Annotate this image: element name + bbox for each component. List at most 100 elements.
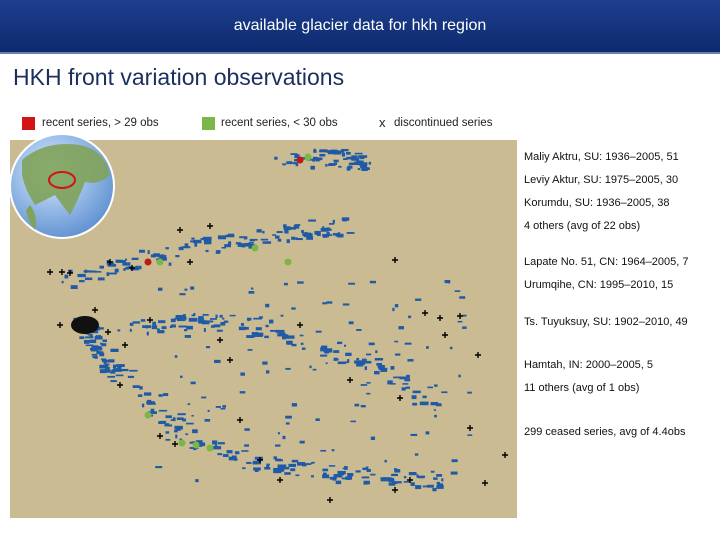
glacier (286, 239, 290, 244)
glacier (158, 409, 168, 412)
glacier (337, 232, 341, 235)
glacier (129, 322, 134, 326)
glacier (405, 386, 410, 389)
glacier (283, 226, 291, 231)
glacier (175, 429, 181, 431)
glacier (323, 472, 327, 475)
glacier (114, 268, 119, 273)
glacier (248, 291, 255, 294)
glacier (332, 233, 340, 236)
glacier (331, 449, 335, 452)
glacier (195, 479, 199, 483)
glacier (139, 386, 143, 390)
glacier (354, 152, 363, 155)
glacier (436, 474, 443, 477)
glacier (279, 467, 285, 472)
glacier (262, 361, 268, 365)
glacier (360, 164, 367, 169)
glacier (215, 406, 221, 408)
cross (277, 477, 283, 483)
glacier (290, 468, 296, 472)
cross (172, 441, 178, 447)
glacier (106, 272, 110, 277)
glacier (295, 474, 300, 477)
glacier (291, 236, 295, 240)
glacier (285, 422, 290, 425)
glacier (64, 274, 69, 279)
glacier (321, 346, 325, 348)
glacier (355, 470, 361, 473)
glacier (283, 282, 288, 286)
glacier (313, 157, 322, 161)
glacier (399, 376, 407, 380)
cross (482, 480, 488, 486)
glacier (412, 402, 418, 406)
glacier (240, 372, 245, 376)
glacier (108, 272, 117, 275)
glacier (289, 227, 297, 230)
glacier (341, 473, 345, 476)
glacier (388, 482, 396, 486)
glacier (138, 249, 145, 253)
annotation: Urumqihe, CN: 1995–2010, 15 (524, 279, 674, 291)
glacier (300, 342, 304, 345)
glacier (394, 481, 402, 484)
cross (207, 223, 213, 229)
glacier (419, 401, 429, 406)
annotation: Maliy Aktru, SU: 1936–2005, 51 (524, 151, 679, 163)
globe-inset (9, 133, 115, 239)
glacier (272, 234, 277, 236)
glacier (243, 237, 248, 240)
glacier (177, 413, 186, 416)
glacier (191, 415, 194, 417)
glacier (366, 392, 371, 395)
glacier (176, 417, 184, 421)
glacier (404, 342, 412, 345)
glacier (361, 476, 370, 479)
cross (327, 497, 333, 503)
cross (237, 417, 243, 423)
glacier (341, 152, 345, 157)
glacier (161, 326, 167, 330)
glacier (375, 350, 378, 354)
glacier (253, 317, 262, 320)
glacier (291, 459, 299, 463)
glacier (317, 233, 321, 237)
glacier (369, 280, 377, 284)
glacier (239, 236, 248, 239)
glacier (434, 414, 437, 418)
glacier (281, 466, 285, 469)
glacier (175, 434, 178, 439)
glacier (215, 250, 221, 254)
glacier (422, 395, 427, 399)
glacier (70, 285, 78, 289)
glacier (191, 314, 195, 317)
glacier (320, 227, 329, 232)
cross (117, 382, 123, 388)
glacier (254, 456, 263, 460)
glacier (185, 433, 189, 436)
glacier (103, 360, 107, 365)
glacier (89, 339, 97, 344)
glacier (309, 365, 312, 369)
cross (437, 315, 443, 321)
glacier (275, 329, 285, 333)
glacier (254, 469, 259, 472)
glacier (153, 253, 160, 257)
cross (59, 269, 65, 275)
legend-label: recent series, > 29 obs (42, 117, 159, 129)
glacier (411, 395, 417, 400)
glacier (283, 224, 287, 228)
glacier (449, 346, 453, 350)
glacier (222, 454, 229, 457)
glacier (430, 402, 439, 406)
glacier (165, 431, 170, 434)
glacier (178, 246, 184, 251)
glacier (362, 360, 372, 364)
glacier (151, 325, 158, 330)
glacier (333, 159, 339, 163)
cross (467, 425, 473, 431)
glacier (104, 369, 111, 373)
glacier (164, 423, 170, 427)
glacier (356, 357, 360, 361)
